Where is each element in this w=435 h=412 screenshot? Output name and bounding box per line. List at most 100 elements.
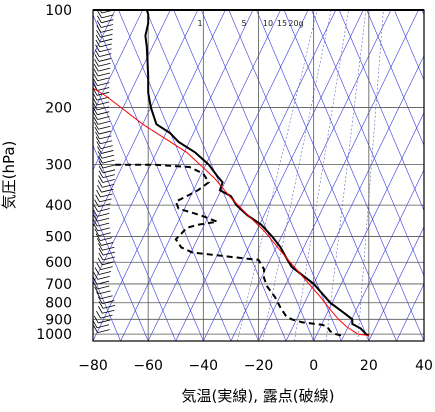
- dry-adiabat-line: [173, 10, 314, 341]
- wind-barb-flag: [93, 325, 98, 333]
- y-tick-label: 200: [45, 101, 72, 117]
- y-tick-label: 100: [45, 3, 72, 19]
- y-axis-label: 気圧(hPa): [0, 141, 18, 210]
- isotherm-line: [423, 340, 424, 341]
- wind-barb-flag: [93, 315, 99, 324]
- dry-adiabat-line: [366, 10, 424, 147]
- dry-adiabat-line: [118, 10, 259, 341]
- isotherm-line: [93, 10, 199, 228]
- mixing-ratio-line: [262, 10, 332, 341]
- wind-barb-staff: [97, 222, 110, 227]
- wind-barb-flag: [94, 59, 99, 67]
- series-line-2: [115, 163, 342, 337]
- wind-barb-staff: [102, 179, 115, 183]
- wind-barb-flag: [93, 223, 99, 232]
- isotherm-line: [175, 10, 337, 341]
- y-tick-label: 500: [45, 230, 72, 246]
- wind-barb-staff: [97, 82, 110, 87]
- wind-barb-staff: [100, 145, 113, 149]
- wind-barb-flag: [93, 209, 98, 217]
- isotherm-line: [203, 10, 364, 341]
- wind-barb-flag: [95, 34, 101, 43]
- wind-barb-staff: [97, 227, 110, 232]
- wind-barb-flag: [95, 194, 100, 203]
- wind-barb-flag: [93, 214, 98, 222]
- dry-adiabat-line: [93, 275, 121, 341]
- isotherm-line: [340, 169, 424, 341]
- wind-barb-flag: [95, 39, 101, 48]
- mixing-ratio-label: 1: [197, 19, 202, 28]
- wind-barb-staff: [96, 96, 110, 101]
- wind-barb-staff: [98, 130, 111, 135]
- wind-barb-staff: [97, 208, 110, 212]
- wind-barb-staff: [100, 28, 113, 33]
- skewed-isotherms: [93, 10, 424, 341]
- wind-barb-flag: [93, 63, 99, 72]
- wind-barb-flag: [97, 296, 103, 304]
- wind-barb-staff: [97, 116, 110, 120]
- background-lines: [93, 10, 424, 341]
- x-tick-label: 20: [360, 358, 378, 374]
- wind-barb-staff: [100, 33, 113, 38]
- wind-barb-flag: [93, 73, 98, 81]
- isotherm-line: [120, 10, 281, 341]
- x-tick-labels: −80 −60 −40 −20 0 20 40: [78, 358, 433, 374]
- mixing-ratio-line: [237, 10, 318, 341]
- wind-barb-staff: [97, 87, 110, 91]
- y-tick-label: 1000: [36, 327, 72, 343]
- wind-barbs: [93, 10, 116, 334]
- y-tick-label: 900: [45, 312, 72, 328]
- wind-barb-staff: [99, 48, 112, 53]
- wind-barb-staff: [98, 67, 111, 72]
- mixing-ratio-label: 15: [277, 19, 287, 28]
- wind-barb-flag: [94, 267, 100, 275]
- wind-barb-staff: [96, 101, 110, 106]
- wind-barb-flag: [98, 160, 104, 169]
- dry-adiabat-line: [93, 209, 149, 341]
- wind-barb-flag: [93, 107, 98, 115]
- x-tick-label: −40: [189, 358, 219, 374]
- wind-barb-staff: [102, 305, 116, 309]
- wind-barb-staff: [99, 198, 112, 203]
- wind-barb-staff: [97, 106, 110, 111]
- dry-adiabat-line: [93, 14, 232, 341]
- isotherm-line: [147, 10, 309, 341]
- wind-barb-staff: [96, 324, 110, 329]
- wind-barb-staff: [100, 38, 113, 43]
- dry-adiabat-line: [200, 10, 342, 341]
- wind-barb-flag: [98, 165, 104, 174]
- wind-barb-flag: [99, 10, 103, 14]
- wind-barb-flag: [98, 170, 104, 178]
- wind-barb-staff: [98, 271, 112, 275]
- wind-barb-flag: [93, 276, 98, 285]
- wind-barb-flag: [93, 204, 99, 212]
- wind-barb-staff: [101, 14, 114, 19]
- wind-barb-flag: [97, 257, 103, 266]
- wind-barb-flag: [93, 117, 99, 125]
- wind-barb-staff: [97, 120, 111, 125]
- dry-adiabat-line: [394, 10, 424, 81]
- y-tick-label: 300: [45, 158, 72, 174]
- wind-barb-staff: [98, 58, 111, 62]
- wind-barb-staff: [100, 24, 114, 28]
- wind-barb-flag: [96, 262, 102, 270]
- wind-barb-staff: [102, 256, 115, 261]
- wind-barb-staff: [100, 193, 113, 198]
- wind-barb-staff: [102, 159, 115, 164]
- isotherm-line: [396, 283, 424, 341]
- wind-barb-flag: [98, 155, 103, 164]
- x-tick-label: −20: [244, 358, 274, 374]
- wind-barb-flag: [97, 10, 102, 19]
- wind-barb-flag: [95, 136, 101, 144]
- wind-barb-staff: [97, 285, 110, 290]
- wind-barb-staff: [101, 150, 114, 154]
- wind-barb-flag: [94, 228, 100, 236]
- wind-barb-flag: [96, 20, 102, 28]
- wind-barb-staff: [101, 261, 115, 266]
- wind-barb-staff: [96, 217, 110, 222]
- wind-barb-flag: [94, 126, 100, 135]
- wind-barb-staff: [98, 319, 111, 324]
- wind-barb-flag: [98, 243, 103, 251]
- wind-barb-flag: [94, 286, 100, 295]
